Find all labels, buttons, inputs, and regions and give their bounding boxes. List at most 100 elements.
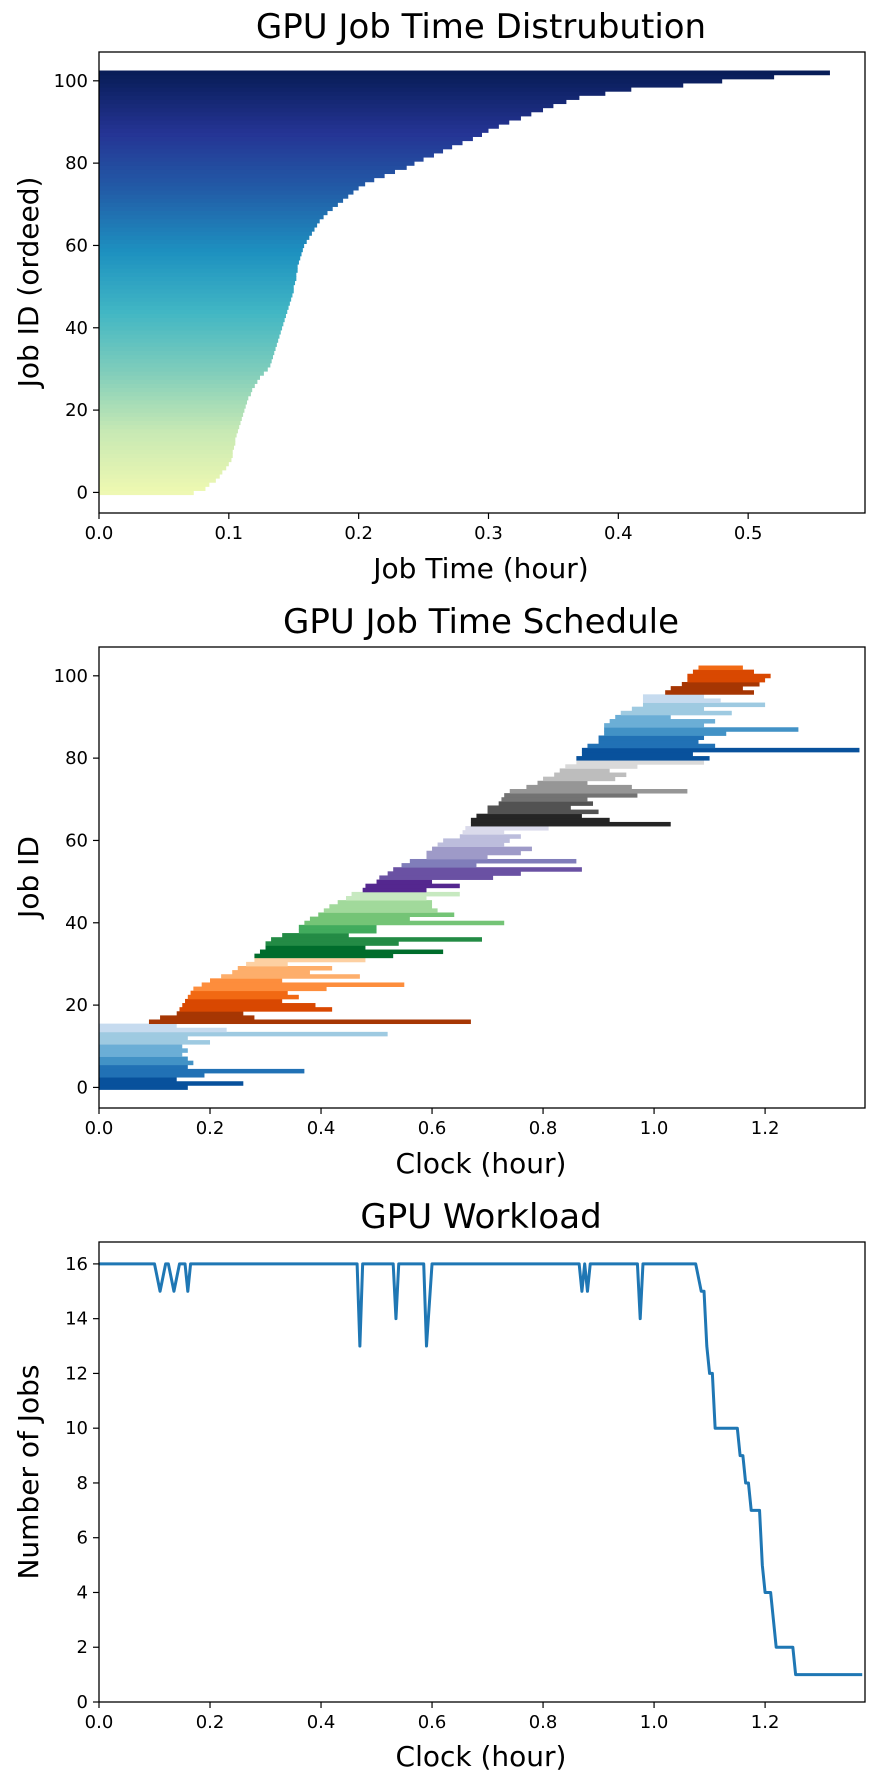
schedule-bar-job-89 bbox=[609, 719, 716, 724]
y-tick-label: 60 bbox=[65, 830, 88, 851]
schedule-bar-job-38 bbox=[298, 928, 377, 934]
schedule-bar-job-3 bbox=[99, 1073, 205, 1078]
bar-job-24 bbox=[99, 391, 251, 397]
chart1-ylabel: Job ID (ordeed) bbox=[12, 177, 45, 390]
bar-job-4 bbox=[99, 473, 220, 479]
schedule-bar-job-77 bbox=[559, 768, 610, 773]
bar-job-45 bbox=[99, 305, 289, 310]
schedule-bar-job-40 bbox=[304, 920, 505, 926]
bar-job-94 bbox=[99, 103, 554, 109]
chart2-ylabel: Job ID bbox=[12, 836, 45, 920]
y-tick-label: 0 bbox=[77, 1077, 88, 1098]
bar-job-89 bbox=[99, 124, 499, 129]
bar-job-29 bbox=[99, 370, 264, 376]
chart2-xlabel: Clock (hour) bbox=[396, 1147, 567, 1180]
schedule-bar-job-39 bbox=[298, 924, 377, 930]
bar-job-97 bbox=[99, 91, 606, 96]
bar-job-69 bbox=[99, 206, 333, 212]
schedule-bar-job-48 bbox=[362, 887, 427, 893]
bar-job-85 bbox=[99, 140, 463, 146]
schedule-bar-job-13 bbox=[99, 1031, 388, 1037]
schedule-bar-job-17 bbox=[160, 1015, 255, 1020]
chart2-title: GPU Job Time Schedule bbox=[283, 602, 679, 642]
schedule-bar-job-46 bbox=[346, 896, 427, 901]
x-tick-label: 0.8 bbox=[529, 1712, 558, 1733]
x-tick-label: 1.2 bbox=[751, 1118, 780, 1139]
bar-job-80 bbox=[99, 161, 415, 166]
bar-job-14 bbox=[99, 432, 237, 438]
schedule-bar-job-61 bbox=[459, 834, 521, 839]
chart1-title: GPU Job Time Distrubution bbox=[256, 7, 706, 47]
bar-job-17 bbox=[99, 420, 241, 426]
bar-job-11 bbox=[99, 445, 235, 450]
bar-job-7 bbox=[99, 461, 229, 467]
bar-job-100 bbox=[99, 78, 723, 84]
schedule-bar-job-10 bbox=[99, 1044, 183, 1049]
x-tick-label: 0.0 bbox=[85, 523, 114, 544]
schedule-bar-job-28 bbox=[232, 970, 310, 975]
schedule-bar-job-2 bbox=[99, 1077, 177, 1082]
y-tick-label: 100 bbox=[54, 71, 88, 92]
x-tick-label: 0.3 bbox=[474, 523, 503, 544]
bar-job-41 bbox=[99, 321, 284, 327]
bar-job-59 bbox=[99, 247, 303, 253]
bar-job-93 bbox=[99, 107, 544, 113]
bar-job-99 bbox=[99, 82, 684, 88]
chart2-bars bbox=[99, 665, 860, 1090]
schedule-bar-job-59 bbox=[437, 842, 505, 848]
schedule-bar-job-49 bbox=[365, 883, 460, 889]
y-tick-label: 2 bbox=[77, 1637, 88, 1658]
schedule-bar-job-68 bbox=[487, 805, 571, 810]
bar-job-1 bbox=[99, 486, 206, 491]
bar-job-35 bbox=[99, 346, 276, 352]
bar-job-98 bbox=[99, 86, 632, 92]
x-tick-label: 0.2 bbox=[196, 1118, 225, 1139]
schedule-bar-job-43 bbox=[323, 908, 438, 913]
schedule-bar-job-62 bbox=[462, 830, 505, 835]
schedule-bar-job-86 bbox=[604, 731, 727, 736]
bar-job-13 bbox=[99, 436, 236, 442]
schedule-bar-job-64 bbox=[470, 821, 671, 827]
schedule-bar-job-69 bbox=[498, 801, 594, 806]
schedule-bar-job-36 bbox=[271, 937, 482, 942]
schedule-bar-job-23 bbox=[190, 990, 288, 996]
schedule-bar-job-18 bbox=[176, 1011, 244, 1016]
chart2-ticks: 0.0 0.2 0.4 0.6 0.8 1.0 1.2 0 20 40 60 80 100 bbox=[54, 666, 780, 1139]
x-tick-label: 0.2 bbox=[196, 1712, 225, 1733]
bar-job-76 bbox=[99, 177, 375, 183]
schedule-bar-job-92 bbox=[631, 706, 705, 712]
bar-job-47 bbox=[99, 296, 292, 302]
x-tick-label: 0.4 bbox=[307, 1712, 336, 1733]
bar-job-91 bbox=[99, 115, 521, 121]
schedule-bar-job-0 bbox=[99, 1085, 188, 1090]
y-tick-label: 20 bbox=[65, 400, 88, 421]
y-tick-label: 80 bbox=[65, 748, 88, 769]
x-tick-label: 0.0 bbox=[85, 1118, 114, 1139]
schedule-bar-job-27 bbox=[221, 974, 360, 979]
y-tick-label: 6 bbox=[77, 1528, 88, 1549]
schedule-bar-job-5 bbox=[99, 1064, 188, 1070]
bar-job-3 bbox=[99, 478, 216, 483]
bar-job-23 bbox=[99, 395, 249, 401]
schedule-bar-job-98 bbox=[681, 681, 760, 687]
schedule-bar-job-79 bbox=[576, 760, 705, 765]
schedule-bar-job-54 bbox=[401, 863, 477, 868]
schedule-bar-job-93 bbox=[642, 702, 766, 708]
schedule-bar-job-16 bbox=[148, 1019, 471, 1025]
bar-job-6 bbox=[99, 465, 227, 471]
schedule-bar-job-12 bbox=[99, 1035, 188, 1041]
schedule-bar-job-24 bbox=[193, 986, 327, 992]
chart3-frame bbox=[98, 1241, 866, 1703]
schedule-bar-job-95 bbox=[642, 694, 705, 699]
bar-job-74 bbox=[99, 185, 359, 191]
bar-job-64 bbox=[99, 226, 315, 232]
schedule-bar-job-30 bbox=[246, 961, 288, 967]
schedule-bar-job-4 bbox=[99, 1068, 305, 1074]
y-tick-label: 14 bbox=[65, 1309, 88, 1330]
y-tick-label: 0 bbox=[77, 1692, 88, 1713]
y-tick-label: 10 bbox=[65, 1418, 88, 1439]
y-tick-label: 100 bbox=[54, 666, 88, 687]
bar-job-2 bbox=[99, 482, 210, 487]
schedule-bar-job-71 bbox=[504, 793, 638, 798]
